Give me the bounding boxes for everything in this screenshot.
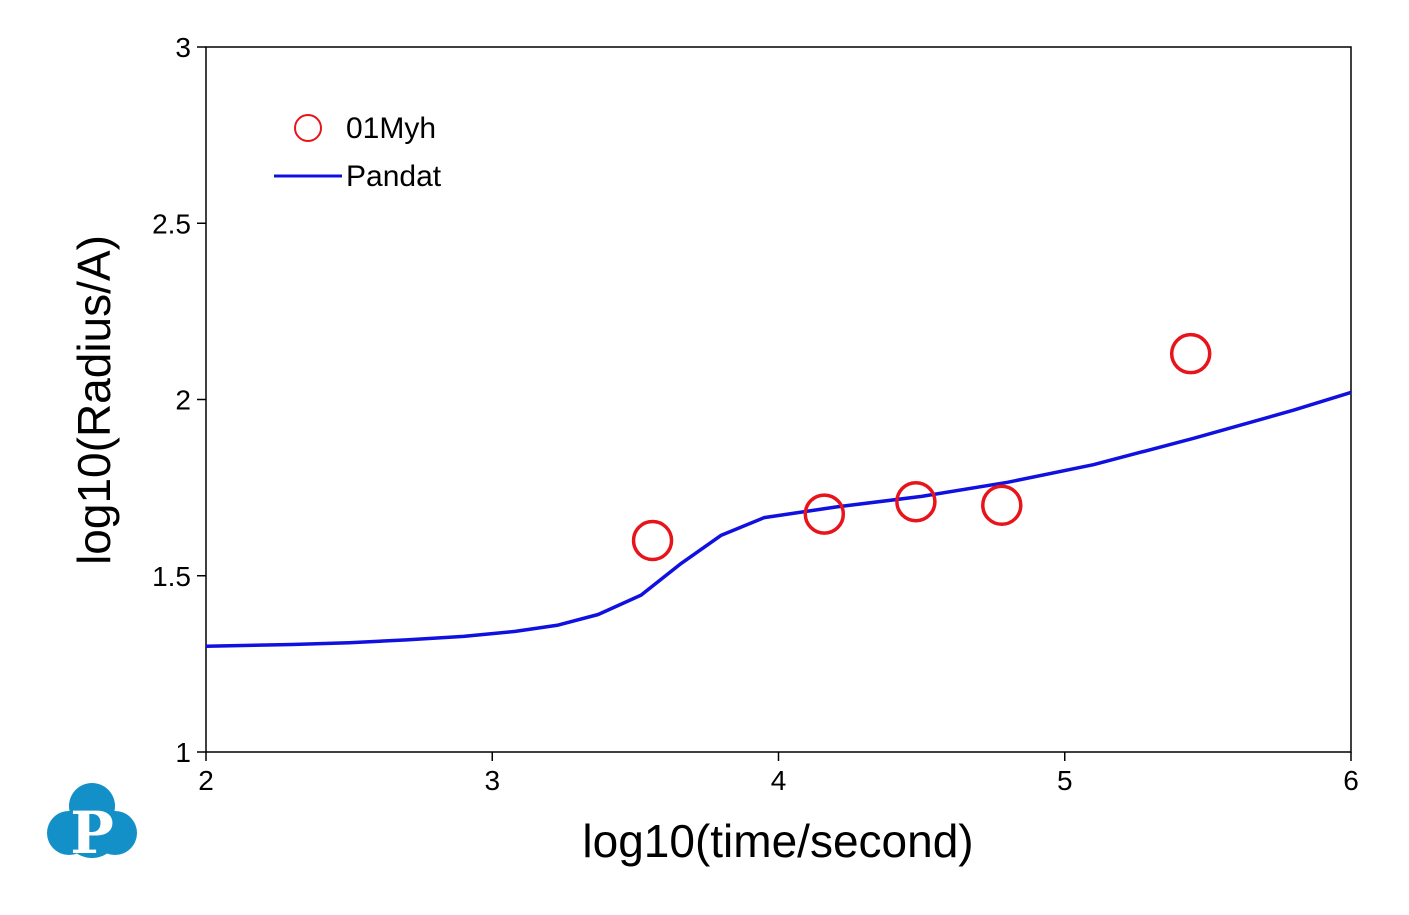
x-axis-title: log10(time/second)	[582, 815, 973, 867]
logo-letter: P	[70, 799, 114, 867]
x-tick-label: 4	[771, 765, 787, 796]
y-axis-title: log10(Radius/A)	[68, 235, 120, 565]
legend-marker-01myh	[294, 114, 322, 142]
y-tick-label: 1.5	[152, 561, 191, 592]
data-point-01myh	[981, 484, 1023, 526]
data-point-01myh	[803, 493, 846, 535]
data-point-01myh	[895, 480, 937, 523]
plot-area	[205, 46, 1352, 753]
y-tick-label: 1	[175, 737, 191, 768]
x-tick-label: 5	[1057, 765, 1073, 796]
data-point-01myh	[1169, 332, 1212, 375]
x-axis: 2 3 4 5 6	[198, 752, 1359, 796]
series	[205, 332, 1352, 649]
y-tick-label: 2.5	[152, 208, 191, 239]
plot-frame	[205, 46, 1352, 753]
data-point-01myh	[631, 519, 674, 562]
x-tick-label: 2	[198, 765, 214, 796]
legend: 01Myh Pandat	[274, 112, 442, 193]
legend-label-01myh: 01Myh	[346, 112, 436, 145]
y-axis: 1 1.5 2 2.5 3	[152, 32, 206, 768]
logo-cloud-center	[64, 802, 120, 858]
series-line-pandat	[205, 390, 1352, 649]
x-tick-label: 6	[1343, 765, 1359, 796]
y-tick-label: 3	[175, 32, 191, 63]
y-tick-label: 2	[175, 385, 191, 416]
x-tick-label: 3	[484, 765, 500, 796]
legend-label-pandat: Pandat	[346, 160, 442, 193]
pandat-logo-icon: P	[47, 783, 137, 867]
